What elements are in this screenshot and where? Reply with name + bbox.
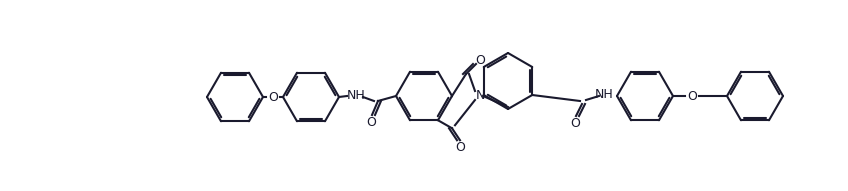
- Text: NH: NH: [347, 88, 365, 101]
- Text: O: O: [455, 141, 465, 154]
- Text: O: O: [570, 117, 580, 129]
- Text: O: O: [366, 116, 376, 129]
- Text: O: O: [687, 90, 697, 103]
- Text: O: O: [268, 91, 278, 104]
- Text: N: N: [476, 88, 485, 101]
- Text: NH: NH: [594, 87, 613, 100]
- Text: O: O: [475, 53, 485, 66]
